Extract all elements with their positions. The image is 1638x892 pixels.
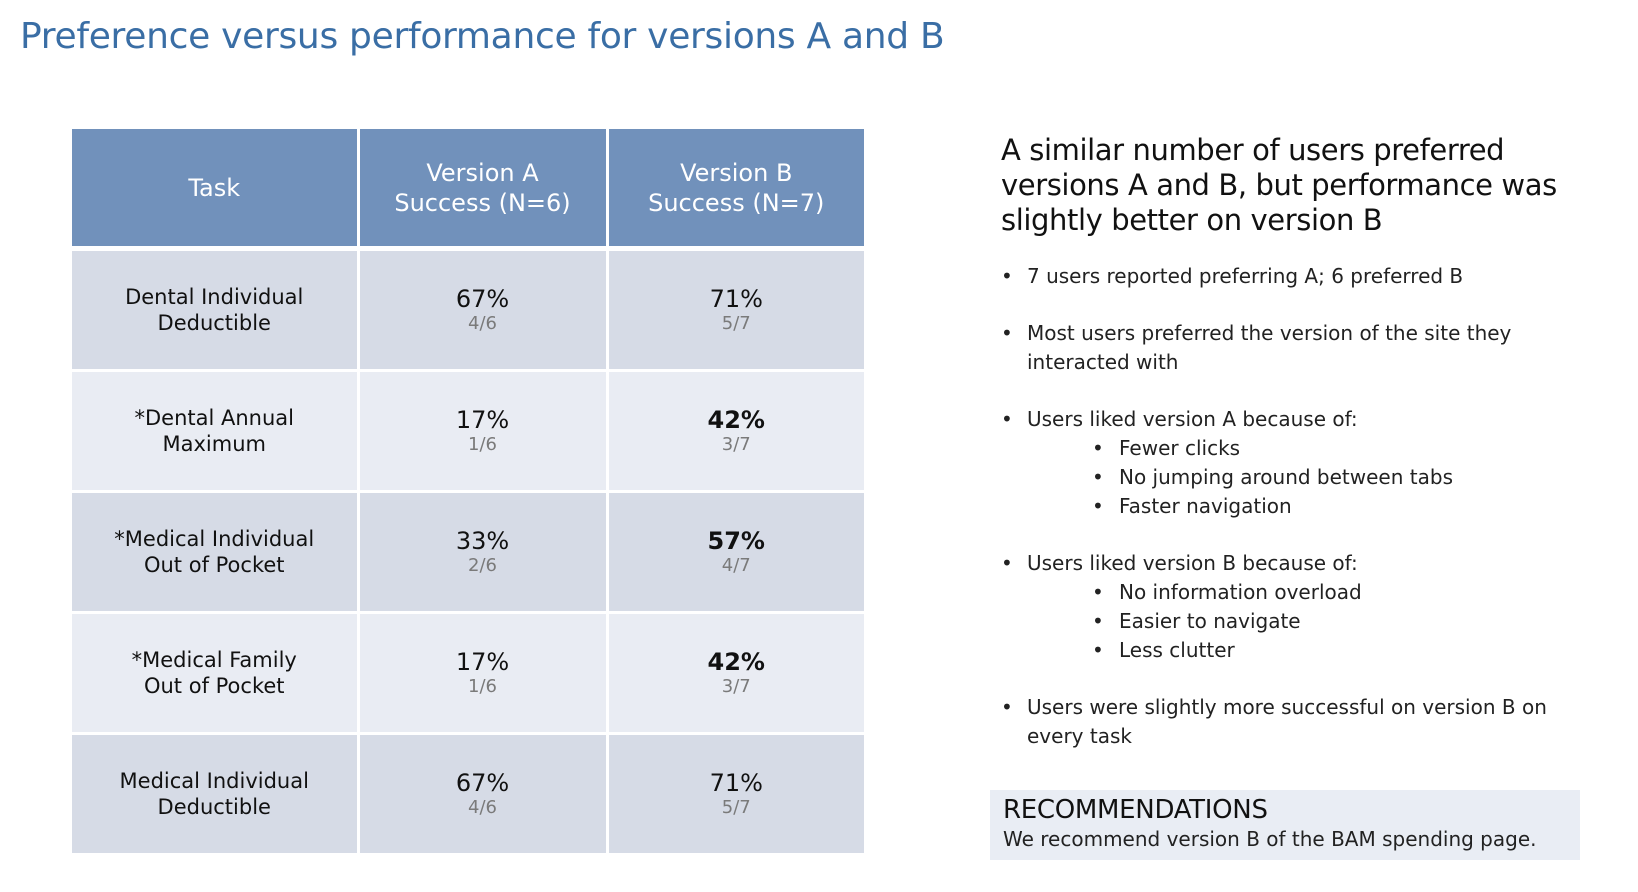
success-percent: 67% [455, 769, 510, 797]
reason-item: Fewer clicks [1027, 434, 1561, 463]
table-header-row: Task Version A Success (N=6) Version B S… [72, 129, 864, 251]
success-fraction: 3/7 [721, 434, 751, 455]
task-name: *Medical Family Out of Pocket [131, 648, 297, 698]
findings-list: 7 users reported preferring A; 6 preferr… [1001, 262, 1561, 779]
task-cell: Dental Individual Deductible [72, 248, 360, 372]
finding-item: Users liked version A because of: Fewer … [1001, 405, 1561, 521]
success-fraction: 5/7 [721, 313, 751, 334]
finding-item: 7 users reported preferring A; 6 preferr… [1001, 262, 1561, 291]
task-cell: *Medical Individual Out of Pocket [72, 491, 360, 614]
recommendations-box: RECOMMENDATIONS We recommend version B o… [990, 790, 1580, 860]
reason-item: No information overload [1027, 578, 1561, 607]
finding-item: Users liked version B because of: No inf… [1001, 549, 1561, 665]
success-fraction: 1/6 [468, 434, 497, 455]
success-fraction: 4/6 [468, 797, 497, 818]
task-name: *Medical Individual Out of Pocket [114, 527, 315, 577]
finding-item: Users were slightly more successful on v… [1001, 693, 1561, 751]
summary-headline: A similar number of users preferred vers… [1001, 133, 1557, 237]
success-fraction: 4/6 [468, 313, 497, 334]
reason-list: No information overload Easier to naviga… [1027, 578, 1561, 665]
success-percent: 42% [707, 406, 765, 434]
success-fraction: 4/7 [721, 555, 751, 576]
task-cell: Medical Individual Deductible [72, 733, 360, 856]
success-fraction: 5/7 [721, 797, 751, 818]
task-name: Medical Individual Deductible [119, 769, 309, 819]
version-a-cell: 67% 4/6 [358, 248, 609, 372]
reason-item: Faster navigation [1027, 492, 1561, 521]
column-header-version-a: Version A Success (N=6) [358, 129, 609, 251]
version-b-cell: 42% 3/7 [607, 612, 864, 735]
reason-item: Less clutter [1027, 636, 1561, 665]
version-a-cell: 17% 1/6 [358, 370, 609, 493]
recommendations-title: RECOMMENDATIONS [1003, 795, 1268, 825]
version-b-cell: 71% 5/7 [607, 733, 864, 856]
task-cell: *Dental Annual Maximum [72, 370, 360, 493]
version-b-cell: 57% 4/7 [607, 491, 864, 614]
version-a-cell: 17% 1/6 [358, 612, 609, 735]
success-fraction: 3/7 [721, 676, 751, 697]
version-a-cell: 33% 2/6 [358, 491, 609, 614]
finding-item: Most users preferred the version of the … [1001, 319, 1561, 377]
success-fraction: 1/6 [468, 676, 497, 697]
reason-item: No jumping around between tabs [1027, 463, 1561, 492]
column-header-version-b: Version B Success (N=7) [607, 129, 864, 251]
reason-item: Easier to navigate [1027, 607, 1561, 636]
success-percent: 17% [455, 648, 510, 676]
task-name: Dental Individual Deductible [125, 285, 304, 335]
version-a-cell: 67% 4/6 [358, 733, 609, 856]
success-percent: 17% [455, 406, 510, 434]
table-row: Dental Individual Deductible 67% 4/6 71% 5… [72, 248, 864, 372]
success-percent: 42% [707, 648, 765, 676]
table-row: *Medical Individual Out of Pocket 33% 2/6… [72, 491, 864, 614]
success-percent: 57% [707, 527, 765, 555]
success-percent: 33% [455, 527, 510, 555]
success-fraction: 2/6 [468, 555, 497, 576]
success-percent: 71% [709, 285, 763, 313]
success-percent: 67% [455, 285, 510, 313]
recommendations-text: We recommend version B of the BAM spendi… [1003, 827, 1537, 851]
version-b-cell: 42% 3/7 [607, 370, 864, 493]
task-name: *Dental Annual Maximum [134, 406, 294, 456]
success-percent: 71% [709, 769, 763, 797]
reason-list: Fewer clicks No jumping around between t… [1027, 434, 1561, 521]
table-row: Medical Individual Deductible 67% 4/6 71%… [72, 733, 864, 856]
page-title: Preference versus performance for versio… [20, 16, 945, 57]
task-cell: *Medical Family Out of Pocket [72, 612, 360, 735]
results-table: Task Version A Success (N=6) Version B S… [72, 129, 864, 856]
table-row: *Dental Annual Maximum 17% 1/6 42% 3/7 [72, 370, 864, 493]
version-b-cell: 71% 5/7 [607, 248, 864, 372]
column-header-task: Task [72, 129, 360, 251]
table-row: *Medical Family Out of Pocket 17% 1/6 42%… [72, 612, 864, 735]
